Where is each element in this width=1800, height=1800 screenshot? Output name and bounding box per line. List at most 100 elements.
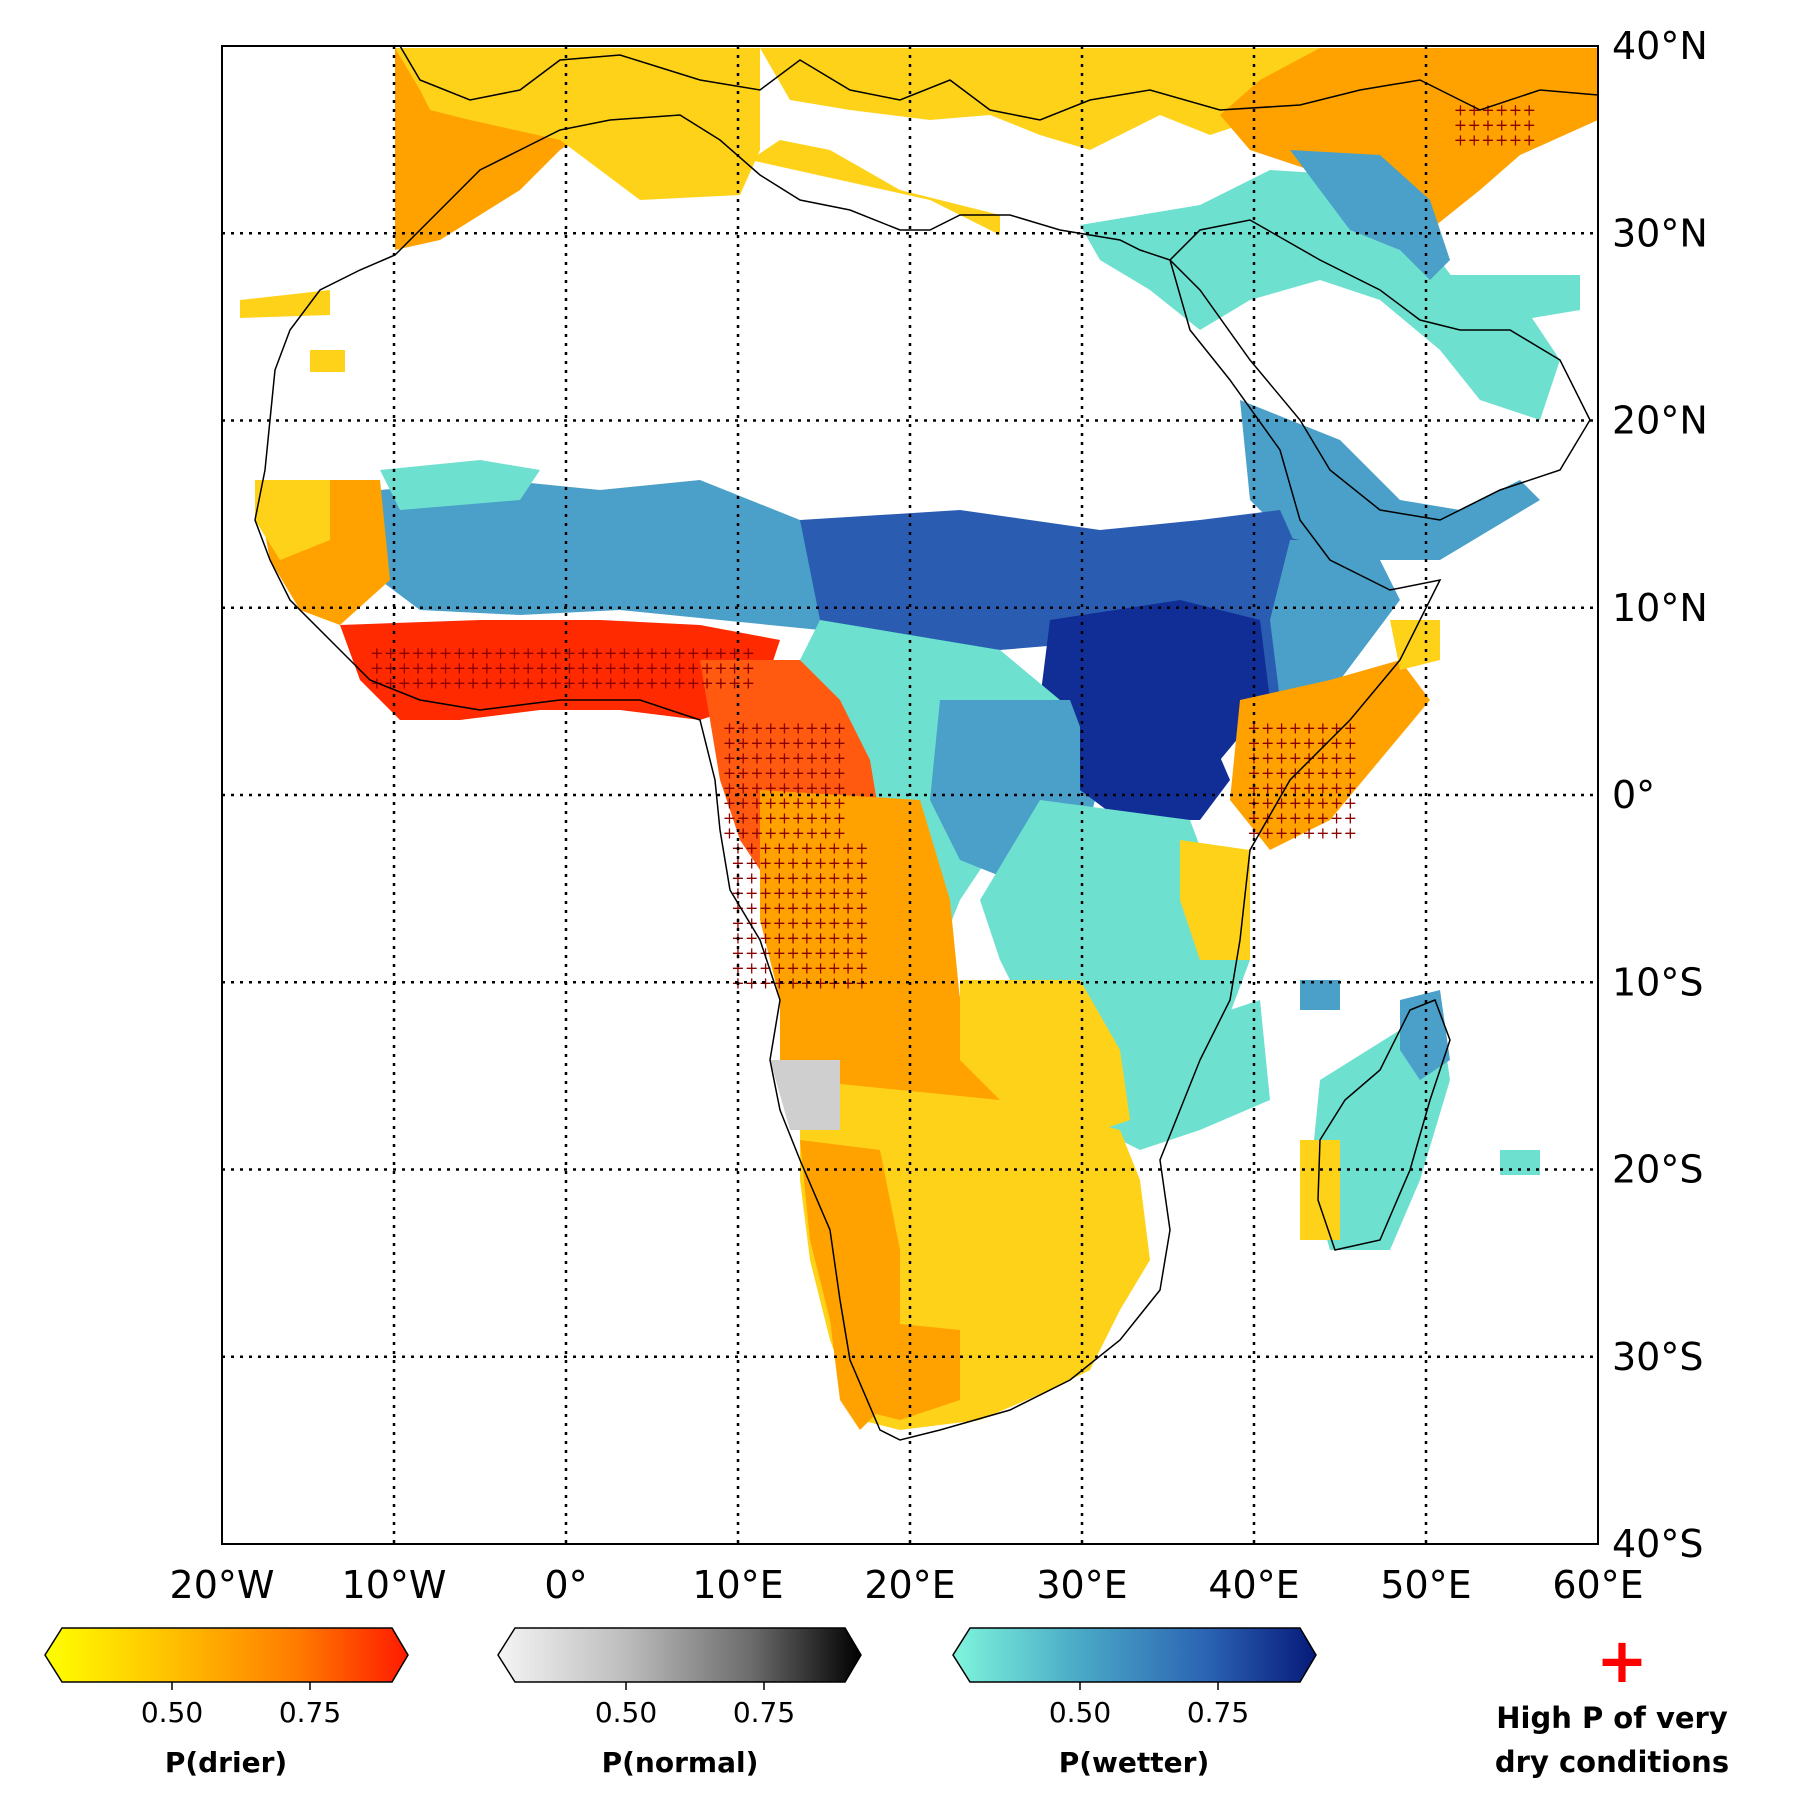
very-dry-cross-mark: + (1302, 808, 1315, 827)
very-dry-cross-mark: + (819, 823, 832, 842)
region-comoros-wetter (1300, 980, 1340, 1010)
africa-coastline (254, 114, 1442, 1441)
very-dry-cross-mark: + (841, 868, 854, 887)
lon-tick-label: 10°W (342, 1563, 447, 1607)
very-dry-cross-mark: + (819, 779, 832, 798)
very-dry-cross-mark: + (750, 793, 763, 812)
very-dry-cross-mark: + (632, 644, 645, 663)
very-dry-cross-mark: + (764, 749, 777, 768)
very-dry-cross-mark: + (673, 644, 686, 663)
very-dry-cross-mark: + (855, 853, 868, 872)
very-dry-cross-mark: + (1302, 764, 1315, 783)
very-dry-cross-mark: + (645, 659, 658, 678)
region-angola-normal (770, 1060, 840, 1130)
very-dry-cross-mark: + (453, 644, 466, 663)
very-dry-cross-mark: + (791, 734, 804, 753)
very-dry-cross-mark: + (723, 764, 736, 783)
very-dry-cross-mark: + (731, 958, 744, 977)
very-dry-cross-mark: + (425, 659, 438, 678)
region-zambia-drier (960, 980, 1130, 1140)
europe-coastline (399, 46, 1598, 121)
region-morocco-north-drier (395, 48, 760, 200)
very-dry-cross-mark: + (549, 644, 562, 663)
very-dry-cross-mark: + (1316, 749, 1329, 768)
very-dry-cross-mark: + (828, 958, 841, 977)
very-dry-cross-mark: + (833, 764, 846, 783)
very-dry-cross-mark: + (508, 659, 521, 678)
very-dry-cross-mark: + (759, 853, 772, 872)
very-dry-cross-mark: + (632, 674, 645, 693)
very-dry-cross-mark: + (1522, 101, 1535, 120)
very-dry-cross-mark: + (841, 898, 854, 917)
very-dry-cross-mark: + (411, 674, 424, 693)
very-dry-cross-mark: + (723, 749, 736, 768)
very-dry-cross-mark: + (855, 838, 868, 857)
very-dry-cross-mark: + (833, 793, 846, 812)
very-dry-cross-mark: + (1289, 793, 1302, 812)
very-dry-cross-mark: + (764, 823, 777, 842)
very-dry-cross-mark: + (425, 644, 438, 663)
very-dry-cross-mark: + (439, 644, 452, 663)
very-dry-cross-mark: + (759, 928, 772, 947)
very-dry-cross-mark: + (370, 644, 383, 663)
very-dry-cross-mark: + (384, 659, 397, 678)
region-persian-gulf-wetter (1290, 150, 1450, 280)
very-dry-cross-mark: + (855, 943, 868, 962)
very-dry-cross-mark: + (618, 674, 631, 693)
very-dry-cross-mark: + (759, 883, 772, 902)
very-dry-cross-mark: + (1302, 823, 1315, 842)
very-dry-cross-mark: + (1344, 823, 1357, 842)
region-somalia-kenya-drier (1230, 660, 1430, 850)
region-madagascar-west-drier (1300, 1140, 1340, 1240)
very-dry-cross-mark: + (1495, 101, 1508, 120)
lon-tick-label: 60°E (1552, 1563, 1643, 1607)
very-dry-cross-mark: + (687, 674, 700, 693)
region-sahel-west-light-wetter (380, 460, 540, 510)
very-dry-cross-mark: + (805, 749, 818, 768)
very-dry-cross-mark: + (645, 674, 658, 693)
lon-tick-label: 40°E (1208, 1563, 1299, 1607)
very-dry-cross-mark: + (1289, 808, 1302, 827)
very-dry-cross-mark: + (521, 659, 534, 678)
very-dry-cross-mark: + (1509, 131, 1522, 150)
very-dry-cross-mark: + (425, 674, 438, 693)
very-dry-cross-mark: + (632, 659, 645, 678)
very-dry-cross-mark: + (1316, 808, 1329, 827)
very-dry-cross-mark: + (590, 644, 603, 663)
very-dry-cross-mark: + (736, 764, 749, 783)
very-dry-cross-mark: + (411, 659, 424, 678)
very-dry-cross-mark: + (841, 973, 854, 992)
very-dry-cross-mark: + (1275, 764, 1288, 783)
very-dry-cross-mark: + (819, 764, 832, 783)
very-dry-cross-mark: + (494, 644, 507, 663)
very-dry-cross-mark: + (1344, 779, 1357, 798)
very-dry-cross-mark: + (1275, 719, 1288, 738)
very-dry-cross-mark: + (791, 779, 804, 798)
very-dry-cross-mark: + (1454, 116, 1467, 135)
very-dry-cross-mark: + (1275, 793, 1288, 812)
very-dry-cross-mark: + (736, 823, 749, 842)
region-gulf-guinea-extreme-drier (340, 620, 780, 720)
very-dry-cross-mark: + (563, 659, 576, 678)
very-dry-cross-mark: + (778, 823, 791, 842)
very-dry-cross-mark: + (1247, 719, 1260, 738)
very-dry-cross-mark: + (841, 853, 854, 872)
very-dry-cross-mark: + (1509, 101, 1522, 120)
very-dry-cross-mark: + (778, 764, 791, 783)
lat-tick-label: 20°N (1612, 399, 1708, 443)
very-dry-cross-mark: + (800, 958, 813, 977)
very-dry-cross-mark: + (736, 793, 749, 812)
very-dry-cross-mark: + (736, 808, 749, 827)
very-dry-cross-mark: + (1467, 116, 1480, 135)
very-dry-cross-mark: + (508, 674, 521, 693)
very-dry-cross-mark: + (1344, 793, 1357, 812)
very-dry-cross-mark: + (800, 898, 813, 917)
colorbar-normal: 0.50 0.75 P(normal) (497, 1627, 862, 1779)
very-dry-cross-mark: + (604, 659, 617, 678)
very-dry-cross-mark: + (773, 838, 786, 857)
very-dry-cross-mark: + (778, 779, 791, 798)
very-dry-cross-mark: + (700, 644, 713, 663)
very-dry-cross-mark: + (805, 734, 818, 753)
region-mascarene-wetter (1500, 1150, 1540, 1175)
